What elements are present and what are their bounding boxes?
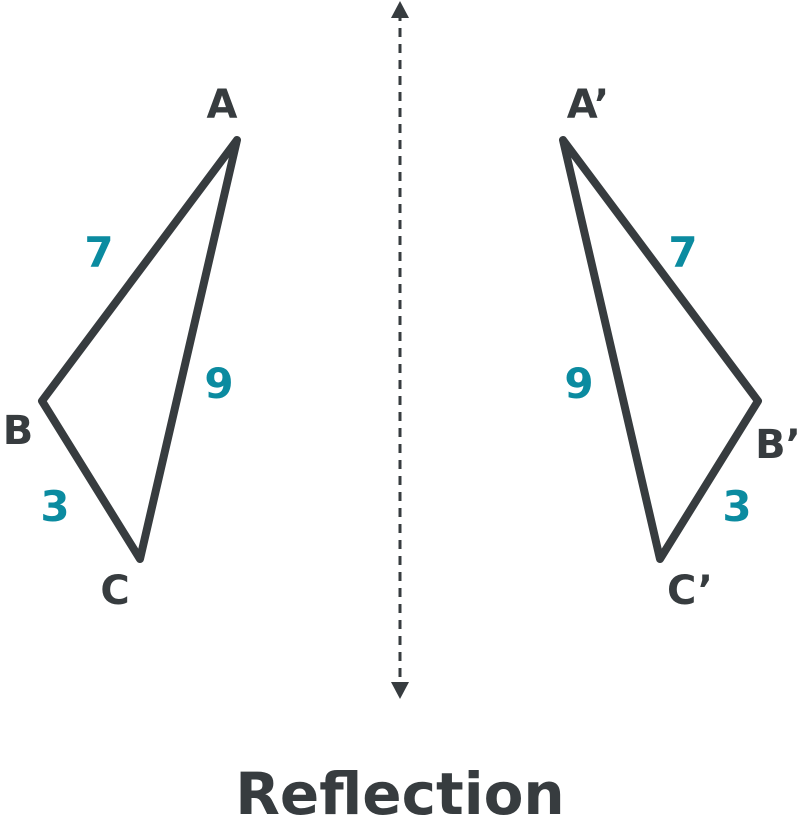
side-label-bc: 3 xyxy=(40,482,69,531)
side-label-bc-prime: 3 xyxy=(722,482,751,531)
vertex-label-a-prime: A’ xyxy=(567,82,609,128)
side-label-ab-prime: 7 xyxy=(668,228,697,277)
side-label-ab: 7 xyxy=(84,228,113,277)
vertex-label-c-prime: C’ xyxy=(667,568,713,614)
vertex-label-c: C xyxy=(100,568,129,614)
vertex-label-a: A xyxy=(207,82,238,128)
vertex-label-b-prime: B’ xyxy=(755,422,800,468)
side-label-ac: 9 xyxy=(204,359,233,408)
reflected-triangle xyxy=(559,136,762,563)
diagram-caption: Reflection xyxy=(235,760,564,828)
mirror-arrow-down-icon xyxy=(391,682,409,699)
side-label-ac-prime: 9 xyxy=(564,359,593,408)
original-triangle xyxy=(38,136,241,563)
mirror-arrow-up-icon xyxy=(391,1,409,18)
vertex-label-b: B xyxy=(3,408,34,454)
